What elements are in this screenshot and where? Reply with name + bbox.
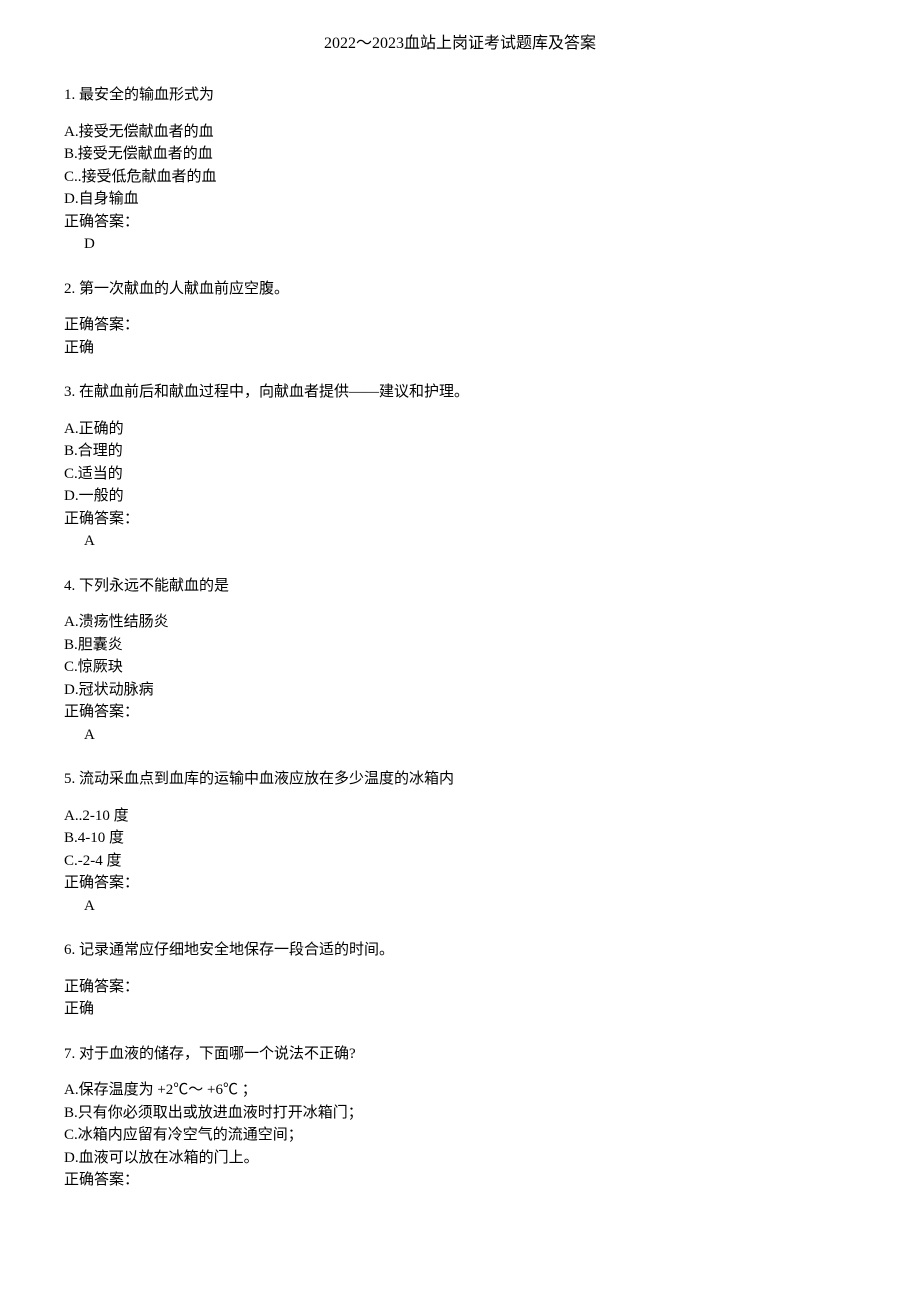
question-text: 5. 流动采血点到血库的运输中血液应放在多少温度的冰箱内 <box>64 768 856 791</box>
question-text: 3. 在献血前后和献血过程中，向献血者提供——建议和护理。 <box>64 381 856 404</box>
question-block: 7. 对于血液的储存，下面哪一个说法不正确? A.保存温度为 +2℃～ +6℃ ；… <box>64 1043 856 1192</box>
option: B.接受无偿献血者的血 <box>64 143 856 166</box>
option: D.血液可以放在冰箱的门上。 <box>64 1147 856 1170</box>
question-text: 2. 第一次献血的人献血前应空腹。 <box>64 278 856 301</box>
option: A..2-10 度 <box>64 805 856 828</box>
question-block: 3. 在献血前后和献血过程中，向献血者提供——建议和护理。 A.正确的B.合理的C… <box>64 381 856 553</box>
answer-label: 正确答案： <box>64 508 856 531</box>
answer-value: 正确 <box>64 337 856 360</box>
question-block: 2. 第一次献血的人献血前应空腹。正确答案：正确 <box>64 278 856 360</box>
answer-value: A <box>64 724 856 747</box>
question-text: 1. 最安全的输血形式为 <box>64 84 856 107</box>
question-block: 5. 流动采血点到血库的运输中血液应放在多少温度的冰箱内 A..2-10 度B.4… <box>64 768 856 917</box>
question-text: 6. 记录通常应仔细地安全地保存一段合适的时间。 <box>64 939 856 962</box>
answer-label: 正确答案： <box>64 211 856 234</box>
option: B.合理的 <box>64 440 856 463</box>
option: D.冠状动脉病 <box>64 679 856 702</box>
answer-value: D <box>64 233 856 256</box>
question-block: 4. 下列永远不能献血的是 A.溃疡性结肠炎B.胆囊炎C.惊厥玦D.冠状动脉病正确… <box>64 575 856 747</box>
questions-container: 1. 最安全的输血形式为 A.接受无偿献血者的血B.接受无偿献血者的血C..接受低… <box>64 84 856 1192</box>
answer-label: 正确答案： <box>64 1169 856 1192</box>
option: D.一般的 <box>64 485 856 508</box>
question-block: 1. 最安全的输血形式为 A.接受无偿献血者的血B.接受无偿献血者的血C..接受低… <box>64 84 856 256</box>
answer-value: A <box>64 530 856 553</box>
answer-label: 正确答案： <box>64 314 856 337</box>
answer-value: 正确 <box>64 998 856 1021</box>
question-block: 6. 记录通常应仔细地安全地保存一段合适的时间。正确答案：正确 <box>64 939 856 1021</box>
answer-label: 正确答案： <box>64 701 856 724</box>
option: A.接受无偿献血者的血 <box>64 121 856 144</box>
option: C..接受低危献血者的血 <box>64 166 856 189</box>
answer-label: 正确答案： <box>64 872 856 895</box>
option: C.-2-4 度 <box>64 850 856 873</box>
question-text: 7. 对于血液的储存，下面哪一个说法不正确? <box>64 1043 856 1066</box>
option: B.4-10 度 <box>64 827 856 850</box>
option: A.溃疡性结肠炎 <box>64 611 856 634</box>
option: A.正确的 <box>64 418 856 441</box>
option: C.适当的 <box>64 463 856 486</box>
option: B.只有你必须取出或放进血液时打开冰箱门； <box>64 1102 856 1125</box>
question-text: 4. 下列永远不能献血的是 <box>64 575 856 598</box>
answer-value: A <box>64 895 856 918</box>
option: C.惊厥玦 <box>64 656 856 679</box>
option: A.保存温度为 +2℃～ +6℃ ； <box>64 1079 856 1102</box>
option: D.自身输血 <box>64 188 856 211</box>
option: C.冰箱内应留有冷空气的流通空间； <box>64 1124 856 1147</box>
option: B.胆囊炎 <box>64 634 856 657</box>
page-title: 2022～2023血站上岗证考试题库及答案 <box>64 32 856 56</box>
answer-label: 正确答案： <box>64 976 856 999</box>
